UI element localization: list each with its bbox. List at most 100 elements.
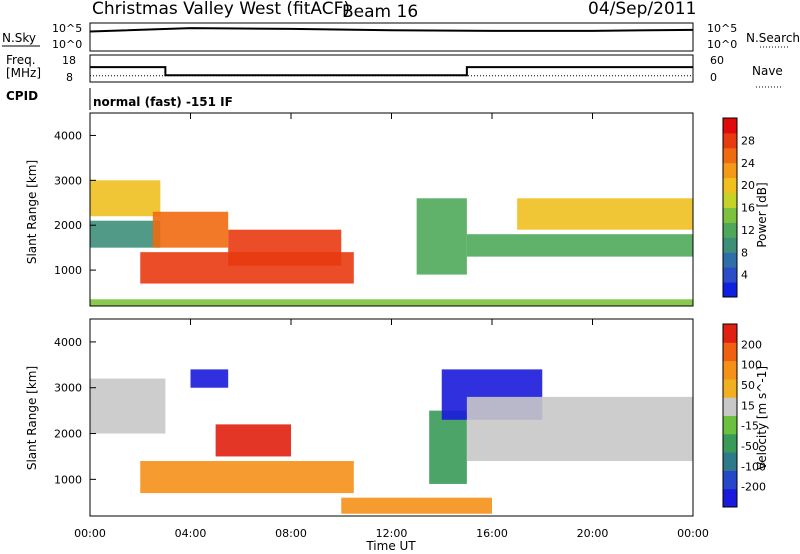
heatmap-region xyxy=(90,378,166,434)
nsky-trace xyxy=(89,27,694,33)
heatmap-region xyxy=(90,299,693,306)
colorbar-swatch xyxy=(723,360,737,380)
colorbar-swatch xyxy=(723,282,737,298)
colorbar-swatch xyxy=(723,252,737,268)
heatmap-region xyxy=(140,461,354,494)
y-tick-label: 4000 xyxy=(54,336,82,349)
colorbar-swatch xyxy=(723,488,737,508)
colorbar-swatch xyxy=(723,415,737,435)
colorbar-swatch xyxy=(723,147,737,164)
colorbar-tick-label: 28 xyxy=(741,134,755,147)
heatmap-region xyxy=(190,369,229,388)
colorbar-tick-label: -200 xyxy=(741,481,766,494)
freq-panel: Freq. [MHz] 18 8 60 0 Nave xyxy=(6,53,783,88)
colorbar-swatch xyxy=(723,162,737,179)
colorbar-tick-label: 16 xyxy=(741,202,755,215)
colorbar-tick-label: 20 xyxy=(741,179,755,192)
x-tick-label: 00:00 xyxy=(677,527,709,540)
heatmap-region xyxy=(215,424,291,457)
nsearch-tick-top: 10^5 xyxy=(707,22,737,35)
power-colorbar-label: Power [dB] xyxy=(755,182,769,247)
colorbar-swatch xyxy=(723,470,737,490)
colorbar-swatch xyxy=(723,267,737,283)
nave-tick-top: 60 xyxy=(710,54,724,67)
freq-unit: [MHz] xyxy=(6,66,41,80)
heatmap-region xyxy=(228,229,342,266)
colorbar-tick-label: 12 xyxy=(741,224,755,237)
nave-label: Nave xyxy=(752,64,783,78)
power-ylabel: Slant Range [km] xyxy=(25,160,39,264)
freq-trace xyxy=(90,66,693,77)
nsky-label: N.Sky xyxy=(2,31,36,45)
x-tick-label: 08:00 xyxy=(275,527,307,540)
colorbar-tick-label: 15 xyxy=(741,399,755,412)
nsearch-tick-bottom: 10^0 xyxy=(707,38,737,51)
colorbar-swatch xyxy=(723,324,737,343)
x-tick-label: 04:00 xyxy=(175,527,207,540)
y-tick-label: 1000 xyxy=(54,264,82,277)
nave-tick-bottom: 0 xyxy=(710,71,717,84)
heatmap-region xyxy=(429,410,467,484)
colorbar-tick-label: 4 xyxy=(741,269,748,282)
colorbar-tick-label: 50 xyxy=(741,379,755,392)
colorbar-swatch xyxy=(723,433,737,453)
x-axis-ticks: 00:00 04:00 08:00 12:00 16:00 20:00 00:00 xyxy=(74,113,709,540)
x-tick-label: 16:00 xyxy=(476,527,508,540)
y-tick-label: 2000 xyxy=(54,428,82,441)
colorbar-swatch xyxy=(723,397,737,416)
cpid-label: CPID xyxy=(6,89,38,103)
heatmap-region xyxy=(466,396,693,462)
colorbar-tick-label: 8 xyxy=(741,246,748,259)
y-tick-label: 4000 xyxy=(54,129,82,142)
heatmap-region xyxy=(416,198,467,275)
x-axis-label: Time UT xyxy=(365,539,416,553)
nsky-tick-bottom: 10^0 xyxy=(52,38,82,51)
nsky-panel: N.Sky 10^5 10^0 10^5 10^0 N.Search xyxy=(2,22,800,52)
velocity-panel: Slant Range [km] 4000 3000 2000 1000 200 100… xyxy=(25,318,769,517)
velocity-colorbar: 200 100 50 15 -15 -50 -100 -200 xyxy=(722,323,766,508)
station-title: Christmas Valley West (fitACF) xyxy=(92,0,350,19)
colorbar-tick-label: -15 xyxy=(741,420,759,433)
freq-tick-top: 18 xyxy=(62,54,76,67)
colorbar-swatch xyxy=(723,222,737,238)
colorbar-swatch xyxy=(723,452,737,471)
heatmap-region xyxy=(517,198,693,230)
y-tick-label: 2000 xyxy=(54,219,82,232)
freq-tick-bottom: 8 xyxy=(66,71,73,84)
colorbar-tick-label: 200 xyxy=(741,338,762,351)
velocity-ylabel: Slant Range [km] xyxy=(25,366,39,470)
colorbar-swatch xyxy=(723,192,737,208)
colorbar-tick-label: 24 xyxy=(741,157,755,170)
nsearch-label: N.Search xyxy=(746,31,800,45)
x-tick-label: 12:00 xyxy=(376,527,408,540)
power-colorbar: 28 24 20 16 12 8 4 xyxy=(722,117,755,298)
power-panel: Slant Range [km] 4000 3000 2000 1000 28 24 20… xyxy=(25,112,769,307)
x-tick-label: 20:00 xyxy=(577,527,609,540)
y-tick-label: 1000 xyxy=(54,473,82,486)
colorbar-swatch xyxy=(723,342,737,362)
beam-title: Beam 16 xyxy=(342,2,418,22)
colorbar-swatch xyxy=(723,207,737,223)
freq-label: Freq. xyxy=(6,53,36,67)
date-title: 04/Sep/2011 xyxy=(588,0,696,19)
colorbar-swatch xyxy=(723,177,737,194)
heatmap-region xyxy=(152,211,229,248)
x-tick-label: 00:00 xyxy=(74,527,106,540)
colorbar-tick-label: 100 xyxy=(741,359,762,372)
velocity-colorbar-label: Velocity [m s^-1] xyxy=(755,366,769,470)
colorbar-swatch xyxy=(723,237,737,253)
colorbar-swatch xyxy=(723,118,737,134)
colorbar-swatch xyxy=(723,132,737,149)
y-tick-label: 3000 xyxy=(54,382,82,395)
heatmap-region xyxy=(90,180,161,217)
heatmap-region xyxy=(90,220,161,248)
heatmap-region xyxy=(341,497,492,514)
cpid-value: normal (fast) -151 IF xyxy=(93,95,233,109)
colorbar-tick-label: -50 xyxy=(741,440,759,453)
nsky-tick-top: 10^5 xyxy=(52,22,82,35)
y-tick-label: 3000 xyxy=(54,174,82,187)
colorbar-swatch xyxy=(723,378,737,398)
colorbar-tick-label: -100 xyxy=(741,460,766,473)
heatmap-region xyxy=(466,234,693,257)
